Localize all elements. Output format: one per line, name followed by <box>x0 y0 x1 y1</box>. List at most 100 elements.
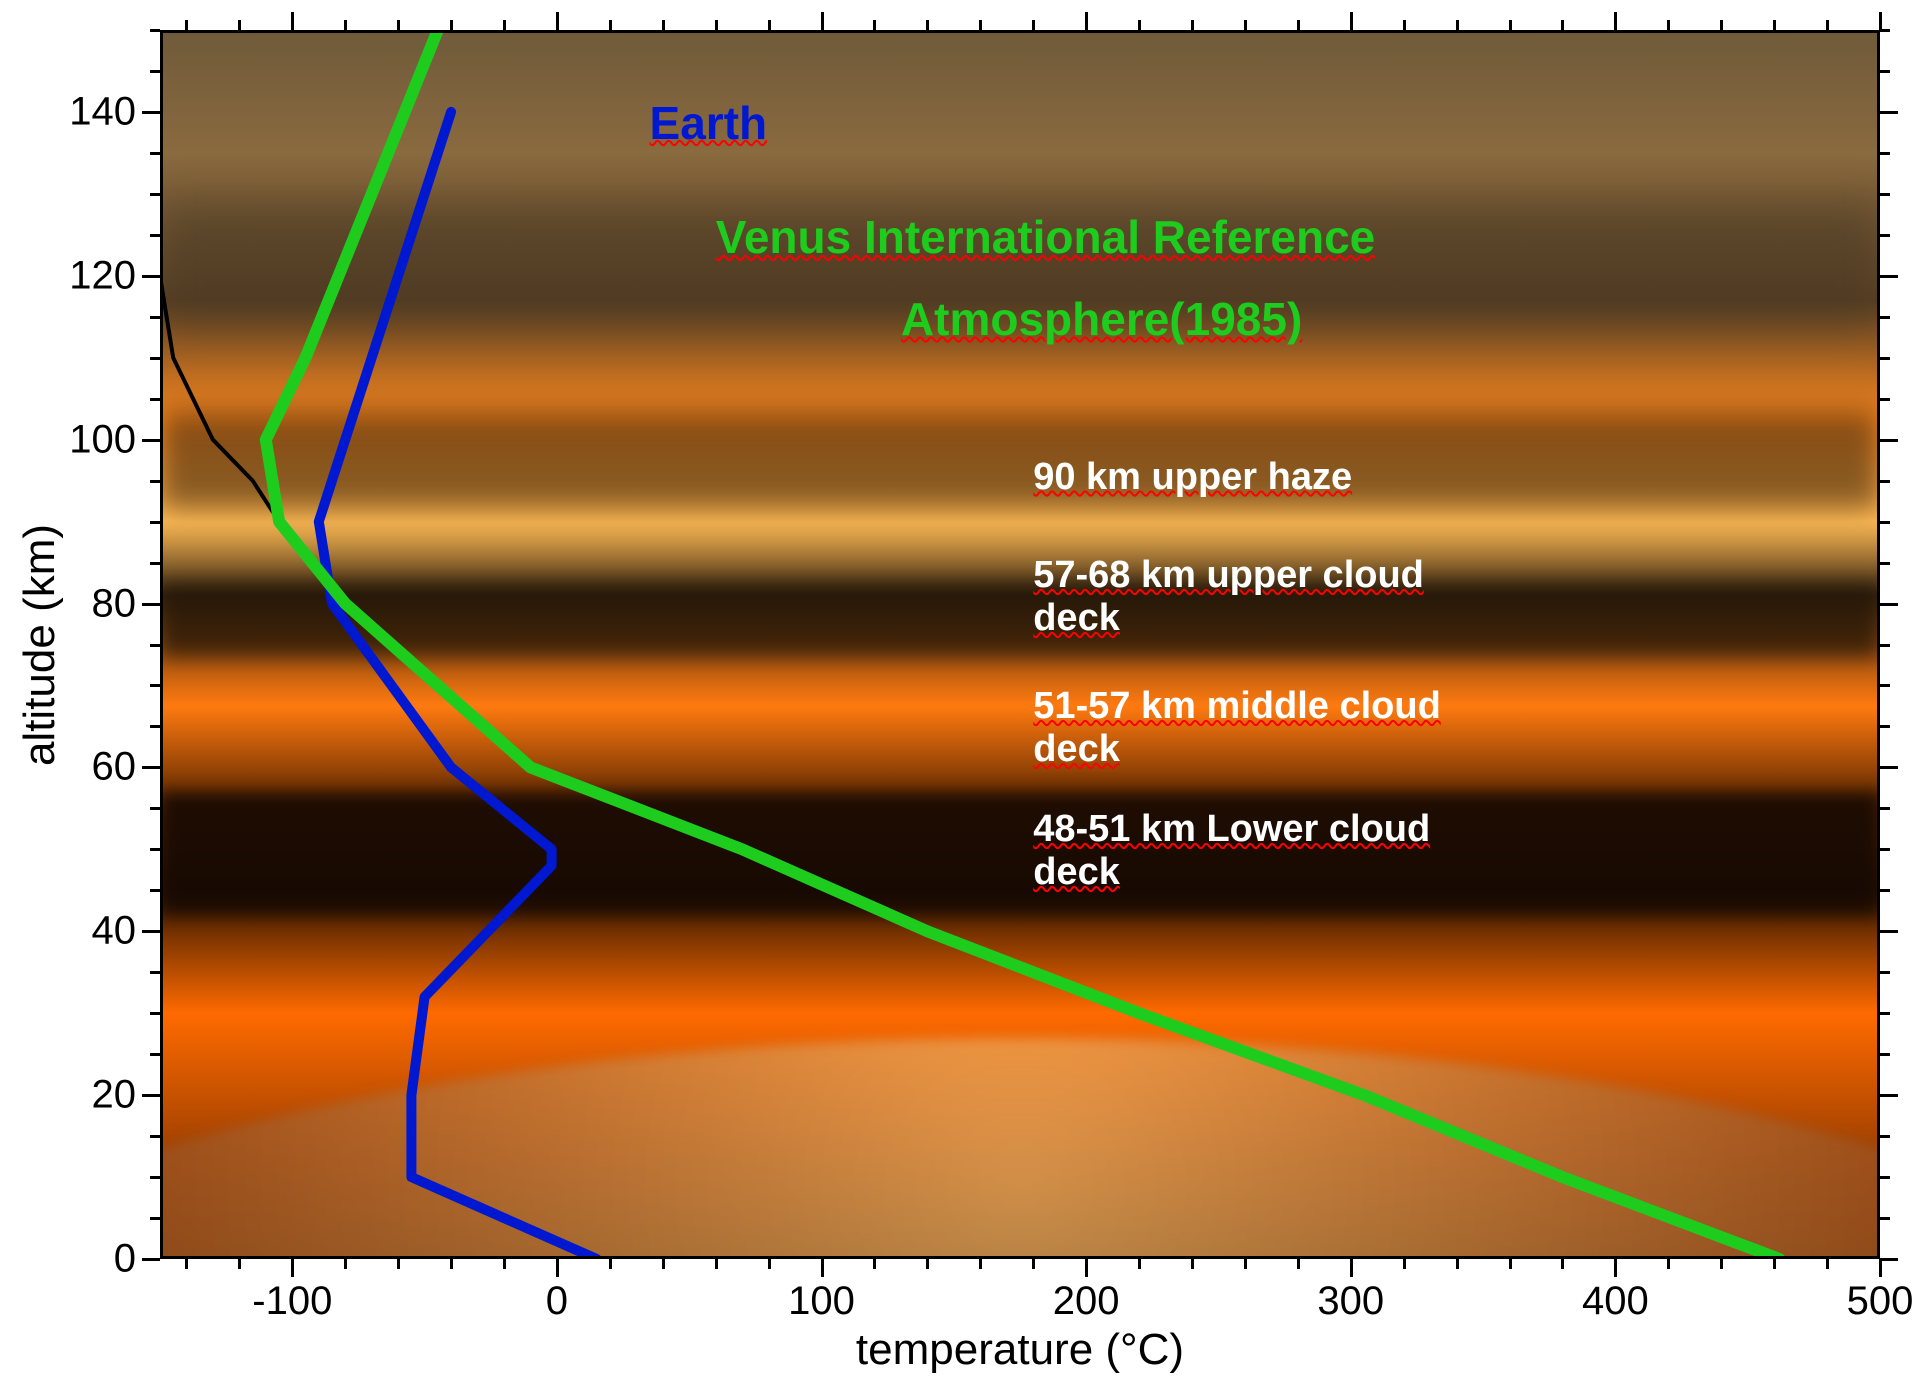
x-tick-minor <box>1138 1259 1141 1269</box>
y-tick-label: 100 <box>69 417 136 462</box>
x-axis-label: temperature (°C) <box>856 1325 1184 1375</box>
cloud-layer-label: 90 km upper haze <box>1033 456 1352 499</box>
x-tick-label: 0 <box>546 1279 568 1324</box>
y-tick-minor <box>1880 848 1890 851</box>
x-tick-minor <box>979 1259 982 1269</box>
y-tick-minor <box>150 398 160 401</box>
y-tick-major <box>1880 1094 1898 1097</box>
x-tick-minor <box>609 20 612 30</box>
y-tick-minor <box>1880 316 1890 319</box>
y-tick-minor <box>1880 1053 1890 1056</box>
cloud-layer-label: 48-51 km Lower clouddeck <box>1033 808 1430 894</box>
x-tick-minor <box>1561 20 1564 30</box>
x-tick-minor <box>1032 1259 1035 1269</box>
y-tick-minor <box>1880 521 1890 524</box>
y-tick-label: 20 <box>92 1073 137 1118</box>
y-tick-minor <box>1880 684 1890 687</box>
x-tick-minor <box>662 20 665 30</box>
y-tick-major <box>142 930 160 933</box>
x-tick-minor <box>873 1259 876 1269</box>
y-tick-minor <box>150 357 160 360</box>
y-tick-major <box>142 603 160 606</box>
x-tick-minor <box>503 20 506 30</box>
y-tick-minor <box>150 848 160 851</box>
x-tick-minor <box>1244 1259 1247 1269</box>
y-tick-minor <box>1880 398 1890 401</box>
x-tick-major <box>291 12 294 30</box>
y-tick-major <box>1880 111 1898 114</box>
x-tick-minor <box>715 1259 718 1269</box>
x-tick-minor <box>185 1259 188 1269</box>
y-tick-label: 80 <box>92 581 137 626</box>
y-tick-minor <box>150 644 160 647</box>
y-tick-minor <box>1880 70 1890 73</box>
y-tick-major <box>1880 439 1898 442</box>
y-tick-minor <box>1880 971 1890 974</box>
x-tick-major <box>1085 12 1088 30</box>
venus-series-label: Atmosphere(1985) <box>901 292 1302 346</box>
x-tick-minor <box>1456 1259 1459 1269</box>
x-tick-minor <box>1667 20 1670 30</box>
y-tick-minor <box>150 316 160 319</box>
y-tick-minor <box>150 1012 160 1015</box>
x-tick-minor <box>662 1259 665 1269</box>
y-tick-label: 0 <box>114 1237 136 1282</box>
cloud-layer-label: 51-57 km middle clouddeck <box>1033 685 1441 771</box>
y-tick-minor <box>150 152 160 155</box>
x-tick-minor <box>1826 20 1829 30</box>
y-tick-label: 140 <box>69 89 136 134</box>
x-tick-minor <box>1720 20 1723 30</box>
x-tick-minor <box>873 20 876 30</box>
x-tick-minor <box>1297 20 1300 30</box>
x-tick-label: 300 <box>1317 1279 1384 1324</box>
x-tick-major <box>821 12 824 30</box>
x-tick-minor <box>1403 1259 1406 1269</box>
x-tick-label: 200 <box>1053 1279 1120 1324</box>
y-tick-minor <box>1880 1012 1890 1015</box>
x-tick-minor <box>1297 1259 1300 1269</box>
x-tick-major <box>1350 1259 1353 1277</box>
y-tick-minor <box>1880 562 1890 565</box>
y-tick-major <box>142 275 160 278</box>
y-tick-label: 40 <box>92 909 137 954</box>
y-tick-minor <box>1880 29 1890 32</box>
y-tick-minor <box>150 193 160 196</box>
venus-series-label: Venus International Reference <box>716 210 1376 264</box>
x-tick-minor <box>926 20 929 30</box>
x-tick-minor <box>1191 20 1194 30</box>
earth-series-label: Earth <box>650 96 768 150</box>
y-tick-minor <box>150 1135 160 1138</box>
y-tick-minor <box>150 521 160 524</box>
x-tick-minor <box>609 1259 612 1269</box>
y-tick-minor <box>1880 644 1890 647</box>
x-tick-minor <box>397 1259 400 1269</box>
x-tick-minor <box>238 20 241 30</box>
y-tick-minor <box>1880 152 1890 155</box>
x-tick-minor <box>1191 1259 1194 1269</box>
y-tick-major <box>142 111 160 114</box>
y-tick-minor <box>1880 480 1890 483</box>
y-tick-major <box>142 1258 160 1261</box>
y-tick-minor <box>150 234 160 237</box>
x-tick-minor <box>1720 1259 1723 1269</box>
x-tick-minor <box>979 20 982 30</box>
x-tick-minor <box>344 1259 347 1269</box>
x-tick-major <box>1350 12 1353 30</box>
x-tick-minor <box>503 1259 506 1269</box>
x-tick-minor <box>1773 20 1776 30</box>
plot-area: Earth Venus International Reference Atmosp… <box>160 30 1880 1259</box>
x-tick-minor <box>1509 20 1512 30</box>
x-tick-minor <box>715 20 718 30</box>
y-tick-minor <box>150 562 160 565</box>
x-tick-label: -100 <box>252 1279 332 1324</box>
x-tick-minor <box>926 1259 929 1269</box>
y-tick-minor <box>150 684 160 687</box>
x-tick-major <box>1614 12 1617 30</box>
y-tick-major <box>1880 766 1898 769</box>
y-tick-major <box>142 439 160 442</box>
x-tick-minor <box>1138 20 1141 30</box>
x-tick-minor <box>1561 1259 1564 1269</box>
x-tick-minor <box>768 1259 771 1269</box>
y-tick-minor <box>150 1217 160 1220</box>
x-tick-major <box>1614 1259 1617 1277</box>
